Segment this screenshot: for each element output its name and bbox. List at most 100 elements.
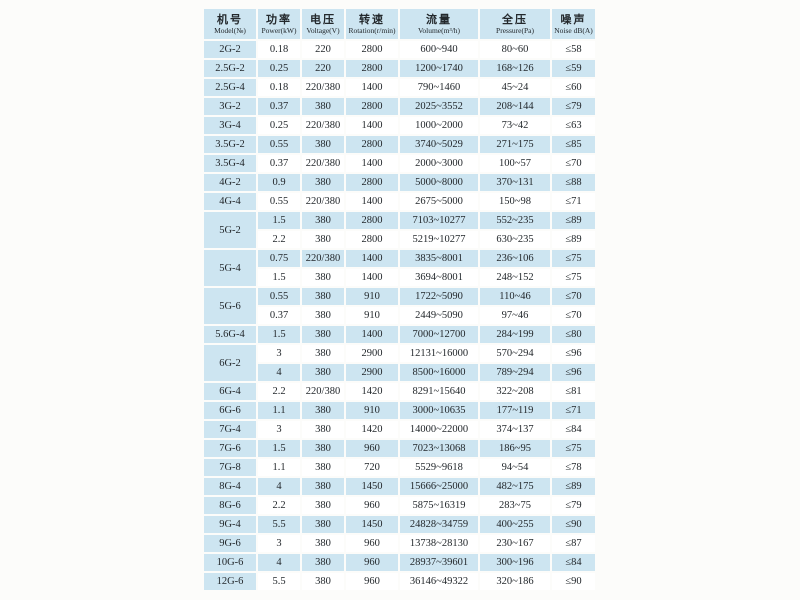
volume-cell: 7000~12700 — [400, 326, 478, 343]
pressure-cell: 45~24 — [480, 79, 550, 96]
noise-cell: ≤71 — [552, 402, 595, 419]
power-cell: 1.5 — [258, 440, 300, 457]
rotation-cell: 1420 — [346, 383, 398, 400]
model-cell: 8G-4 — [204, 478, 256, 495]
column-header-model-zh: 机号 — [217, 13, 243, 26]
model-cell: 2.5G-4 — [204, 79, 256, 96]
noise-cell: ≤85 — [552, 136, 595, 153]
voltage-cell: 220/380 — [302, 193, 344, 210]
model-cell: 5G-2 — [204, 212, 256, 248]
pressure-cell: 283~75 — [480, 497, 550, 514]
voltage-cell: 380 — [302, 174, 344, 191]
volume-cell: 12131~16000 — [400, 345, 478, 362]
volume-cell: 8500~16000 — [400, 364, 478, 381]
table-row: 2.5G-4 0.18 220/380 1400 790~1460 45~24 ≤60 — [204, 79, 595, 96]
model-cell: 9G-6 — [204, 535, 256, 552]
rotation-cell: 1420 — [346, 421, 398, 438]
power-cell: 0.37 — [258, 155, 300, 172]
noise-cell: ≤79 — [552, 497, 595, 514]
table-row: 6G-2 3 380 2900 12131~16000 570~294 ≤96 — [204, 345, 595, 381]
rotation-cell: 2900 — [346, 345, 398, 362]
voltage-cell: 380 — [302, 98, 344, 115]
model-cell: 6G-6 — [204, 402, 256, 419]
table-row: 8G-6 2.2 380 960 5875~16319 283~75 ≤79 — [204, 497, 595, 514]
volume-cell: 3000~10635 — [400, 402, 478, 419]
voltage-cell: 380 — [302, 421, 344, 438]
pressure-cell: 110~46 — [480, 288, 550, 305]
power-cell: 2.2 — [258, 497, 300, 514]
rotation-cell: 2800 — [346, 231, 398, 248]
column-header-rotation: 转速 Rotation(r/min) — [346, 9, 398, 39]
column-header-power-en: Power(kW) — [261, 25, 297, 35]
rotation-cell: 910 — [346, 402, 398, 419]
voltage-cell: 380 — [302, 269, 344, 286]
voltage-cell: 380 — [302, 440, 344, 457]
noise-cell: ≤58 — [552, 41, 595, 58]
column-header-rotation-en: Rotation(r/min) — [348, 25, 396, 35]
column-header-pressure-en: Pressure(Pa) — [496, 25, 534, 35]
table-row: 9G-6 3 380 960 13738~28130 230~167 ≤87 — [204, 535, 595, 552]
pressure-cell: 177~119 — [480, 402, 550, 419]
noise-cell: ≤90 — [552, 516, 595, 533]
table-row: 2G-2 0.18 220 2800 600~940 80~60 ≤58 — [204, 41, 595, 58]
column-header-rotation-zh: 转速 — [359, 13, 385, 26]
table-row: 5G-4 0.75 220/380 1400 3835~8001 236~106 ≤75 — [204, 250, 595, 286]
rotation-cell: 910 — [346, 307, 398, 324]
voltage-cell: 380 — [302, 478, 344, 495]
voltage-cell: 380 — [302, 345, 344, 362]
voltage-cell: 220/380 — [302, 383, 344, 400]
power-cell: 0.37 — [258, 98, 300, 115]
table-body: 2G-2 0.18 220 2800 600~940 80~60 ≤58 2.5G-2 0.25… — [204, 41, 595, 590]
rotation-cell: 1400 — [346, 155, 398, 172]
volume-cell: 24828~34759 — [400, 516, 478, 533]
volume-cell: 2675~5000 — [400, 193, 478, 210]
volume-cell: 7103~10277 — [400, 212, 478, 229]
rotation-cell: 2800 — [346, 41, 398, 58]
model-cell: 4G-4 — [204, 193, 256, 210]
pressure-cell: 150~98 — [480, 193, 550, 210]
model-cell: 5.6G-4 — [204, 326, 256, 343]
noise-cell: ≤90 — [552, 573, 595, 590]
power-cell: 2.2 — [258, 383, 300, 400]
table-row: 5.6G-4 1.5 380 1400 7000~12700 284~199 ≤80 — [204, 326, 595, 343]
pressure-cell: 789~294 — [480, 364, 550, 381]
model-cell: 3.5G-4 — [204, 155, 256, 172]
voltage-cell: 380 — [302, 402, 344, 419]
table-row: 1.5 380 1400 3694~8001 248~152 ≤75 — [204, 269, 595, 286]
voltage-cell: 380 — [302, 307, 344, 324]
volume-cell: 28937~39601 — [400, 554, 478, 571]
power-cell: 0.37 — [258, 307, 300, 324]
rotation-cell: 2800 — [346, 98, 398, 115]
pressure-cell: 284~199 — [480, 326, 550, 343]
power-cell: 1.5 — [258, 269, 300, 286]
noise-cell: ≤71 — [552, 193, 595, 210]
rotation-cell: 1400 — [346, 250, 398, 267]
power-cell: 0.55 — [258, 288, 300, 305]
table-row: 12G-6 5.5 380 960 36146~49322 320~186 ≤90 — [204, 573, 595, 590]
pressure-cell: 100~57 — [480, 155, 550, 172]
table-row: 7G-8 1.1 380 720 5529~9618 94~54 ≤78 — [204, 459, 595, 476]
volume-cell: 2000~3000 — [400, 155, 478, 172]
rotation-cell: 1450 — [346, 516, 398, 533]
model-cell: 12G-6 — [204, 573, 256, 590]
power-cell: 0.18 — [258, 79, 300, 96]
pressure-cell: 322~208 — [480, 383, 550, 400]
column-header-voltage-en: Voltage(V) — [306, 25, 340, 35]
noise-cell: ≤70 — [552, 288, 595, 305]
volume-cell: 1000~2000 — [400, 117, 478, 134]
noise-cell: ≤70 — [552, 155, 595, 172]
column-header-model-en: Model(№) — [214, 25, 246, 35]
noise-cell: ≤75 — [552, 440, 595, 457]
model-cell: 10G-6 — [204, 554, 256, 571]
power-cell: 0.25 — [258, 60, 300, 77]
pressure-cell: 400~255 — [480, 516, 550, 533]
pressure-cell: 73~42 — [480, 117, 550, 134]
volume-cell: 14000~22000 — [400, 421, 478, 438]
table-row: 7G-4 3 380 1420 14000~22000 374~137 ≤84 — [204, 421, 595, 438]
voltage-cell: 220/380 — [302, 155, 344, 172]
rotation-cell: 1450 — [346, 478, 398, 495]
volume-cell: 5000~8000 — [400, 174, 478, 191]
voltage-cell: 380 — [302, 497, 344, 514]
rotation-cell: 1400 — [346, 269, 398, 286]
